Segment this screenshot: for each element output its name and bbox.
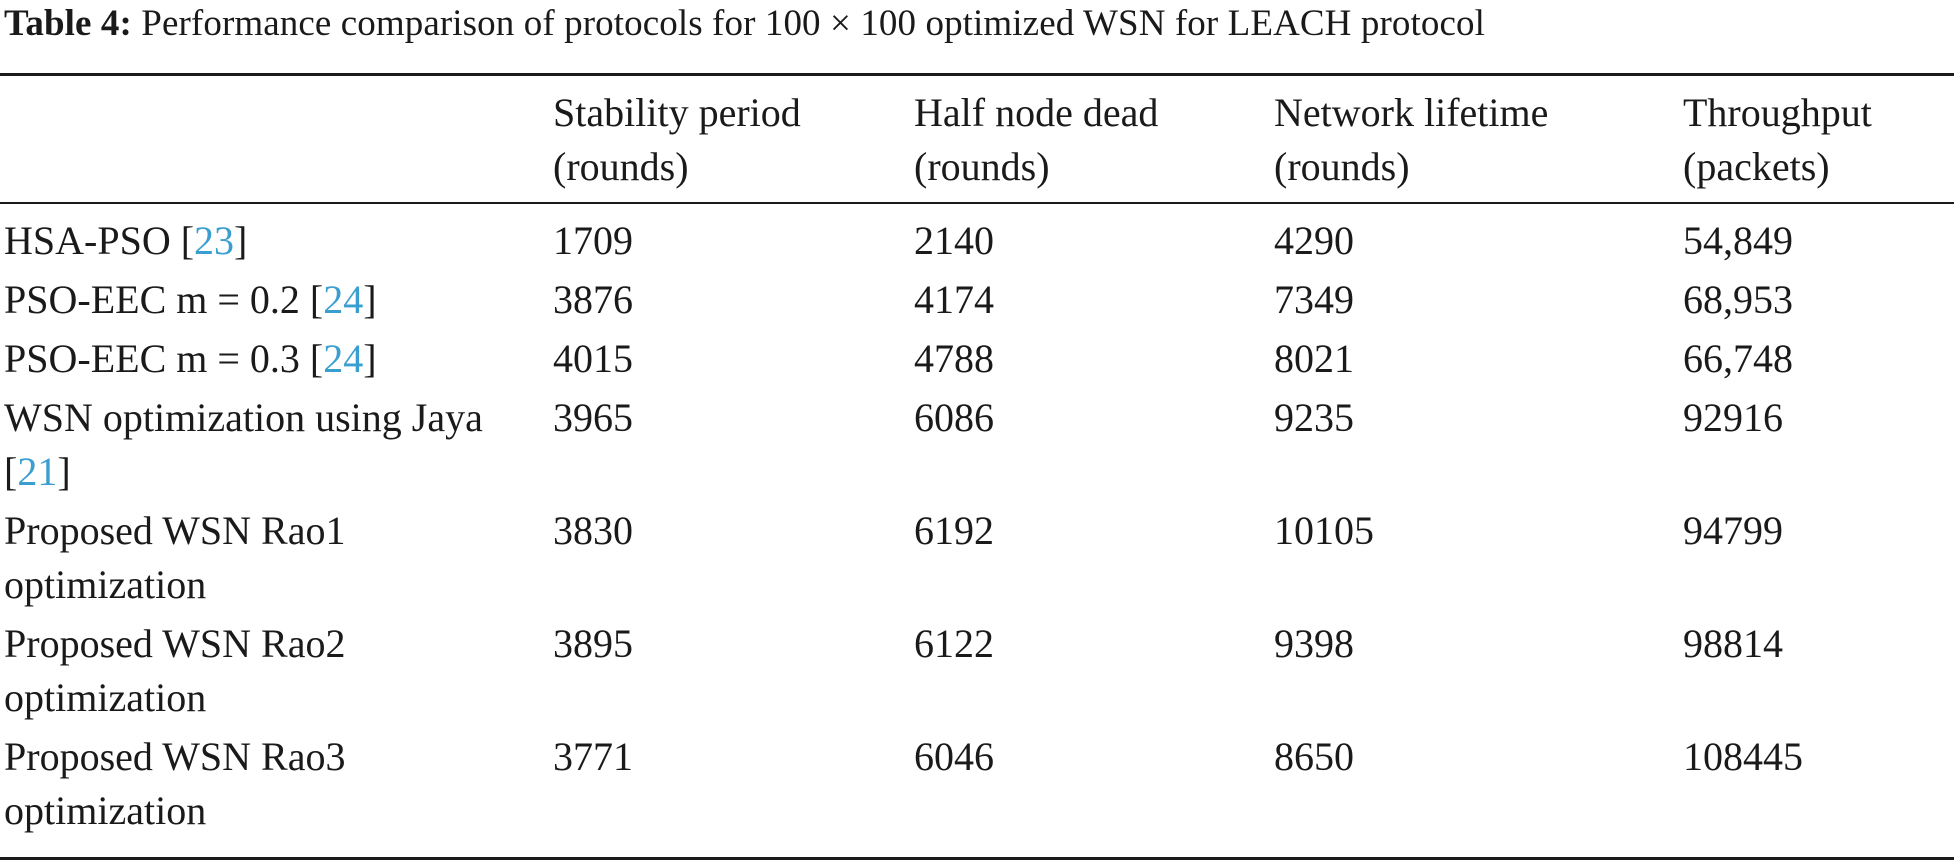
protocol-name-text: PSO-EEC m = 0.2 [ bbox=[4, 277, 324, 322]
citation-close: ] bbox=[57, 449, 71, 494]
row-protocol-name: WSN optimization using Jaya [21] bbox=[0, 386, 553, 499]
citation-close: ] bbox=[363, 336, 377, 381]
cell-half-node-dead: 6192 bbox=[914, 508, 994, 553]
cell-half-node-dead: 4174 bbox=[914, 277, 994, 322]
cell-half-node-dead: 6046 bbox=[914, 734, 994, 779]
protocol-name-text: PSO-EEC m = 0.3 [ bbox=[4, 336, 324, 381]
row-protocol-name: Proposed WSN Rao1 optimization bbox=[4, 508, 346, 607]
table-row: PSO-EEC m = 0.3 [24] 4015 4788 8021 66,7… bbox=[0, 327, 1954, 386]
cell-throughput: 68,953 bbox=[1683, 277, 1793, 322]
cell-throughput: 98814 bbox=[1683, 621, 1783, 666]
row-protocol-name: PSO-EEC m = 0.2 [24] bbox=[0, 268, 553, 327]
cell-network-lifetime: 10105 bbox=[1274, 508, 1374, 553]
citation-link[interactable]: 21 bbox=[17, 449, 58, 494]
cell-throughput: 108445 bbox=[1683, 734, 1803, 779]
cell-throughput: 66,748 bbox=[1683, 336, 1793, 381]
cell-throughput: 94799 bbox=[1683, 508, 1783, 553]
table-row: HSA-PSO [23] 1709 2140 4290 54,849 bbox=[0, 202, 1954, 268]
cell-network-lifetime: 8021 bbox=[1274, 336, 1354, 381]
cell-network-lifetime: 9398 bbox=[1274, 621, 1354, 666]
header-cell-network-lifetime: Network lifetime (rounds) bbox=[1274, 76, 1683, 202]
caption-text: Performance comparison of protocols for … bbox=[141, 3, 1485, 44]
citation-close: ] bbox=[234, 218, 248, 263]
protocol-name-text: HSA-PSO [ bbox=[4, 218, 195, 263]
table-caption: Table 4: Performance comparison of proto… bbox=[4, 0, 1485, 48]
cell-network-lifetime: 8650 bbox=[1274, 734, 1354, 779]
table-row: Proposed WSN Rao2 optimization 3895 6122… bbox=[0, 612, 1954, 725]
table-row: Proposed WSN Rao3 optimization 3771 6046… bbox=[0, 725, 1954, 838]
cell-network-lifetime: 7349 bbox=[1274, 277, 1354, 322]
header-half-line1: Half node dead bbox=[914, 90, 1159, 135]
cell-stability: 3895 bbox=[553, 621, 633, 666]
cell-stability: 3771 bbox=[553, 734, 633, 779]
header-throughput-line2: (packets) bbox=[1683, 144, 1830, 189]
top-rule bbox=[0, 73, 1954, 76]
header-cell-half-node-dead: Half node dead (rounds) bbox=[914, 76, 1274, 202]
citation-link[interactable]: 24 bbox=[323, 336, 364, 381]
cell-throughput: 92916 bbox=[1683, 395, 1783, 440]
table-row: WSN optimization using Jaya [21] 3965 60… bbox=[0, 386, 1954, 499]
header-row: Stability period (rounds) Half node dead… bbox=[0, 76, 1954, 202]
table-row: Proposed WSN Rao1 optimization 3830 6192… bbox=[0, 499, 1954, 612]
citation-link[interactable]: 23 bbox=[194, 218, 235, 263]
header-cell-stability: Stability period (rounds) bbox=[553, 76, 914, 202]
caption-label: Table 4: bbox=[4, 3, 132, 44]
header-lifetime-line2: (rounds) bbox=[1274, 144, 1410, 189]
cell-half-node-dead: 6086 bbox=[914, 395, 994, 440]
cell-throughput: 54,849 bbox=[1683, 218, 1793, 263]
cell-stability: 3830 bbox=[553, 508, 633, 553]
cell-stability: 3965 bbox=[553, 395, 633, 440]
row-protocol-name: Proposed WSN Rao3 optimization bbox=[4, 734, 346, 833]
cell-network-lifetime: 4290 bbox=[1274, 218, 1354, 263]
cell-stability: 3876 bbox=[553, 277, 633, 322]
bottom-rule bbox=[0, 857, 1954, 860]
header-lifetime-line1: Network lifetime bbox=[1274, 90, 1549, 135]
performance-table: Stability period (rounds) Half node dead… bbox=[0, 76, 1954, 838]
header-rule bbox=[0, 202, 1954, 204]
cell-half-node-dead: 4788 bbox=[914, 336, 994, 381]
cell-half-node-dead: 6122 bbox=[914, 621, 994, 666]
header-stability-line2: (rounds) bbox=[553, 144, 689, 189]
row-protocol-name: HSA-PSO [23] bbox=[0, 202, 553, 268]
table-row: PSO-EEC m = 0.2 [24] 3876 4174 7349 68,9… bbox=[0, 268, 1954, 327]
citation-link[interactable]: 24 bbox=[323, 277, 364, 322]
header-half-line2: (rounds) bbox=[914, 144, 1050, 189]
cell-stability: 1709 bbox=[553, 218, 633, 263]
cell-stability: 4015 bbox=[553, 336, 633, 381]
row-protocol-name: PSO-EEC m = 0.3 [24] bbox=[0, 327, 553, 386]
header-stability-line1: Stability period bbox=[553, 90, 801, 135]
row-protocol-name: Proposed WSN Rao2 optimization bbox=[4, 621, 346, 720]
protocol-name-text: WSN optimization using Jaya [ bbox=[4, 395, 483, 494]
header-cell-throughput: Throughput (packets) bbox=[1683, 76, 1954, 202]
citation-close: ] bbox=[363, 277, 377, 322]
cell-network-lifetime: 9235 bbox=[1274, 395, 1354, 440]
header-throughput-line1: Throughput bbox=[1683, 90, 1872, 135]
cell-half-node-dead: 2140 bbox=[914, 218, 994, 263]
header-cell-protocol bbox=[0, 76, 553, 202]
